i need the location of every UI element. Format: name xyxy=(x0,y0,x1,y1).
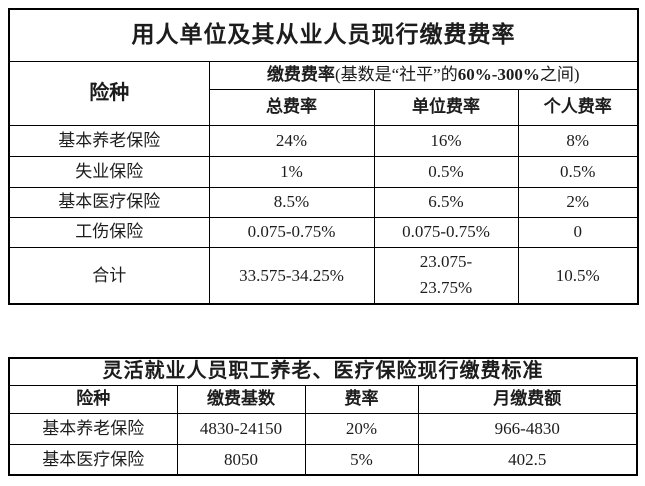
total-rate-value: 24% xyxy=(208,124,375,157)
rate-group-suffix: 之间) xyxy=(539,65,580,85)
rate-value: 5% xyxy=(304,443,419,476)
total-rate-value: 33.575-34.25% xyxy=(208,246,375,305)
employer-rate-value: 6.5% xyxy=(373,186,519,218)
rate-group-base-pre: (基数是“社平”的 xyxy=(334,65,458,85)
table1-header-total-rate: 总费率 xyxy=(208,88,375,126)
employer-rate-value: 0.5% xyxy=(373,155,519,188)
individual-rate-value: 0 xyxy=(517,216,639,248)
row-label: 基本医疗保险 xyxy=(8,186,210,218)
row-label: 工伤保险 xyxy=(8,216,210,248)
employer-rate-value: 23.075-23.75% xyxy=(373,246,519,305)
total-rate-value: 8.5% xyxy=(208,186,375,218)
table-row: 基本养老保险 4830-24150 20% 966-4830 xyxy=(8,412,638,445)
individual-rate-value: 0.5% xyxy=(517,155,639,188)
individual-rate-value: 8% xyxy=(517,124,639,157)
monthly-amount-value: 402.5 xyxy=(417,443,638,476)
contribution-base-value: 8050 xyxy=(176,443,306,476)
rate-group-range: 60%-300% xyxy=(457,65,540,85)
table2-header-insurance-type: 险种 xyxy=(8,384,178,414)
total-rate-value: 0.075-0.75% xyxy=(208,216,375,248)
table-row: 基本养老保险 24% 16% 8% xyxy=(8,124,639,157)
table1-header-rate-group: 缴费费率(基数是“社平”的60%-300%之间) xyxy=(208,60,639,90)
employer-rate-wrapped-value: 23.075-23.75% xyxy=(419,251,473,298)
row-label: 失业保险 xyxy=(8,155,210,188)
table1-header-insurance-type: 险种 xyxy=(8,60,210,126)
flexible-employment-standard-table: 灵活就业人员职工养老、医疗保险现行缴费标准 险种 缴费基数 费率 月缴费额 基本… xyxy=(8,357,638,476)
table2-header-monthly-amount: 月缴费额 xyxy=(417,384,638,414)
table1-title: 用人单位及其从业人员现行缴费费率 xyxy=(8,8,639,62)
table-row: 基本医疗保险 8050 5% 402.5 xyxy=(8,443,638,476)
rate-value: 20% xyxy=(304,412,419,445)
table-row: 失业保险 1% 0.5% 0.5% xyxy=(8,155,639,188)
contribution-base-value: 4830-24150 xyxy=(176,412,306,445)
individual-rate-value: 10.5% xyxy=(517,246,639,305)
employer-rate-value: 16% xyxy=(373,124,519,157)
table-row-total: 合计 33.575-34.25% 23.075-23.75% 10.5% xyxy=(8,246,639,305)
table1-header-individual-rate: 个人费率 xyxy=(517,88,639,126)
row-label: 基本养老保险 xyxy=(8,412,178,445)
individual-rate-value: 2% xyxy=(517,186,639,218)
monthly-amount-value: 966-4830 xyxy=(417,412,638,445)
employer-rate-value: 0.075-0.75% xyxy=(373,216,519,248)
row-label: 合计 xyxy=(8,246,210,305)
employer-contribution-rate-table: 用人单位及其从业人员现行缴费费率 险种 缴费费率(基数是“社平”的60%-300… xyxy=(8,8,639,305)
table-row: 基本医疗保险 8.5% 6.5% 2% xyxy=(8,186,639,218)
row-label: 基本养老保险 xyxy=(8,124,210,157)
table2-title: 灵活就业人员职工养老、医疗保险现行缴费标准 xyxy=(8,357,638,386)
table-row: 工伤保险 0.075-0.75% 0.075-0.75% 0 xyxy=(8,216,639,248)
row-label: 基本医疗保险 xyxy=(8,443,178,476)
table2-header-contribution-base: 缴费基数 xyxy=(176,384,306,414)
table1-header-employer-rate: 单位费率 xyxy=(373,88,519,126)
rate-group-prefix: 缴费费率 xyxy=(266,65,335,85)
table2-header-rate: 费率 xyxy=(304,384,419,414)
total-rate-value: 1% xyxy=(208,155,375,188)
